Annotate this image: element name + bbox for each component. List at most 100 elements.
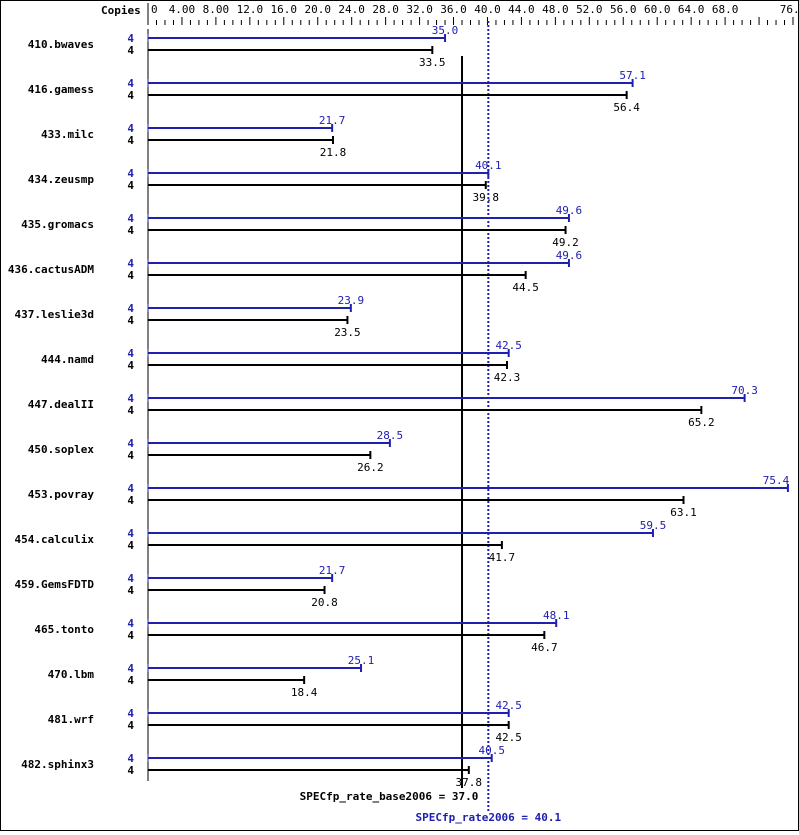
copies-header: Copies: [101, 4, 141, 17]
copies-value: 4: [127, 617, 134, 630]
copies-value: 4: [127, 392, 134, 405]
x-tick-label: 28.0: [372, 3, 399, 16]
benchmark-label: 453.povray: [28, 488, 95, 501]
copies-value: 4: [127, 224, 134, 237]
base-value-label: 18.4: [291, 686, 318, 699]
base-value-label: 41.7: [489, 551, 516, 564]
copies-value: 4: [127, 32, 134, 45]
copies-value: 4: [127, 89, 134, 102]
peak-value-label: 49.6: [556, 249, 583, 262]
copies-value: 4: [127, 572, 134, 585]
copies-value: 4: [127, 269, 134, 282]
copies-value: 4: [127, 437, 134, 450]
x-tick-label: 68.0: [712, 3, 739, 16]
base-value-label: 42.3: [494, 371, 521, 384]
base-value-label: 23.5: [334, 326, 361, 339]
copies-value: 4: [127, 584, 134, 597]
x-tick-label: 0: [151, 3, 158, 16]
copies-value: 4: [127, 77, 134, 90]
peak-value-label: 25.1: [348, 654, 375, 667]
benchmark-label: 433.milc: [41, 128, 94, 141]
x-tick-label: 64.0: [678, 3, 705, 16]
base-value-label: 42.5: [495, 731, 522, 744]
copies-value: 4: [127, 404, 134, 417]
x-tick-label: 8.00: [203, 3, 230, 16]
peak-value-label: 28.5: [377, 429, 404, 442]
peak-value-label: 57.1: [619, 69, 646, 82]
peak-value-label: 35.0: [432, 24, 459, 37]
benchmark-label: 465.tonto: [34, 623, 94, 636]
peak-value-label: 59.5: [640, 519, 667, 532]
copies-value: 4: [127, 302, 134, 315]
copies-value: 4: [127, 539, 134, 552]
x-tick-label: 48.0: [542, 3, 569, 16]
x-tick-label: 20.0: [304, 3, 331, 16]
benchmark-label: 437.leslie3d: [15, 308, 94, 321]
benchmark-label: 436.cactusADM: [8, 263, 94, 276]
benchmark-label: 434.zeusmp: [28, 173, 95, 186]
base-value-label: 49.2: [552, 236, 579, 249]
peak-reference-label: SPECfp_rate2006 = 40.1: [415, 811, 561, 824]
copies-value: 4: [127, 674, 134, 687]
x-tick-label: 12.0: [237, 3, 264, 16]
base-value-label: 26.2: [357, 461, 384, 474]
x-tick-label: 56.0: [610, 3, 637, 16]
copies-value: 4: [127, 764, 134, 777]
base-value-label: 44.5: [512, 281, 539, 294]
base-value-label: 63.1: [670, 506, 697, 519]
benchmark-label: 482.sphinx3: [21, 758, 94, 771]
base-value-label: 20.8: [311, 596, 338, 609]
x-tick-label: 32.0: [406, 3, 433, 16]
copies-value: 4: [127, 482, 134, 495]
peak-value-label: 42.5: [495, 339, 522, 352]
copies-value: 4: [127, 494, 134, 507]
copies-value: 4: [127, 719, 134, 732]
x-tick-label: 76.0: [780, 3, 798, 16]
benchmark-label: 454.calculix: [15, 533, 95, 546]
copies-value: 4: [127, 167, 134, 180]
benchmark-label: 435.gromacs: [21, 218, 94, 231]
x-tick-label: 60.0: [644, 3, 671, 16]
copies-value: 4: [127, 707, 134, 720]
peak-value-label: 49.6: [556, 204, 583, 217]
peak-value-label: 48.1: [543, 609, 570, 622]
copies-value: 4: [127, 752, 134, 765]
copies-value: 4: [127, 662, 134, 675]
copies-value: 4: [127, 44, 134, 57]
copies-value: 4: [127, 212, 134, 225]
x-tick-label: 40.0: [474, 3, 501, 16]
copies-value: 4: [127, 314, 134, 327]
benchmark-label: 444.namd: [41, 353, 94, 366]
base-reference-label: SPECfp_rate_base2006 = 37.0: [300, 790, 479, 803]
copies-value: 4: [127, 347, 134, 360]
peak-value-label: 70.3: [731, 384, 758, 397]
base-value-label: 65.2: [688, 416, 715, 429]
copies-value: 4: [127, 257, 134, 270]
peak-value-label: 21.7: [319, 114, 346, 127]
benchmark-label: 410.bwaves: [28, 38, 94, 51]
copies-value: 4: [127, 449, 134, 462]
copies-value: 4: [127, 359, 134, 372]
benchmark-label: 470.lbm: [48, 668, 95, 681]
base-value-label: 56.4: [613, 101, 640, 114]
peak-value-label: 42.5: [495, 699, 522, 712]
x-tick-label: 16.0: [271, 3, 298, 16]
copies-value: 4: [127, 179, 134, 192]
benchmark-label: 481.wrf: [48, 713, 94, 726]
peak-value-label: 23.9: [338, 294, 365, 307]
peak-value-label: 21.7: [319, 564, 346, 577]
copies-value: 4: [127, 122, 134, 135]
base-value-label: 37.8: [456, 776, 483, 789]
x-tick-label: 24.0: [338, 3, 365, 16]
peak-value-label: 40.5: [478, 744, 505, 757]
x-tick-label: 44.0: [508, 3, 535, 16]
peak-value-label: 40.1: [475, 159, 502, 172]
benchmark-label: 416.gamess: [28, 83, 94, 96]
x-tick-label: 52.0: [576, 3, 603, 16]
x-tick-label: 4.00: [169, 3, 196, 16]
benchmark-label: 459.GemsFDTD: [15, 578, 95, 591]
base-value-label: 46.7: [531, 641, 558, 654]
benchmark-label: 447.dealII: [28, 398, 94, 411]
